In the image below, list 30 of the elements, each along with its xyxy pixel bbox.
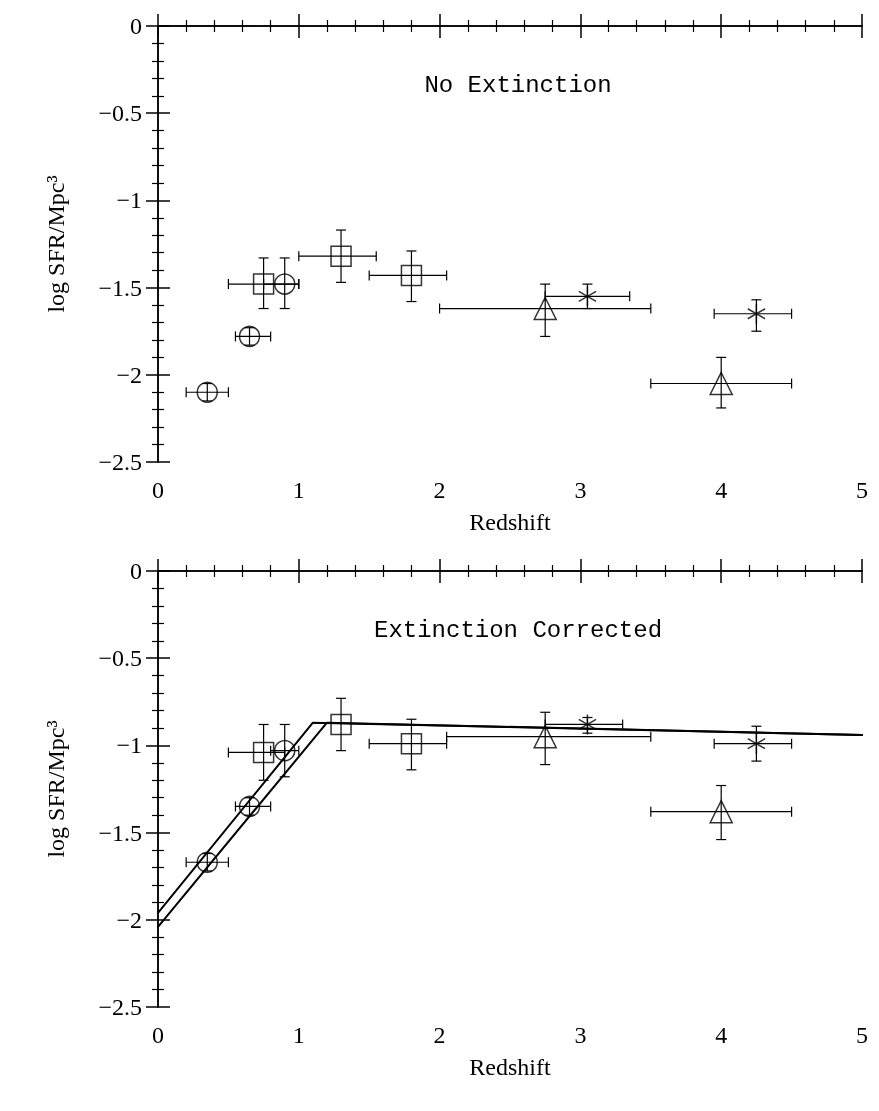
y-tick-label: −2.5 — [98, 994, 142, 1020]
y-tick-label: −2.5 — [98, 449, 142, 475]
y-axis-title: log SFR/Mpc³ — [43, 175, 69, 313]
x-tick-label: 2 — [433, 477, 446, 503]
x-tick-label: 3 — [574, 477, 587, 503]
text: No Extinction — [424, 71, 612, 99]
x-tick-label: 5 — [856, 477, 868, 503]
y-tick-label: −1.5 — [98, 274, 142, 301]
y-axis-title: log SFR/Mpc³ — [43, 720, 69, 858]
x-tick-label: 0 — [152, 1022, 164, 1048]
x-tick-label: 2 — [433, 1022, 446, 1048]
x-tick-label: 5 — [856, 1022, 868, 1048]
y-tick-label: −1.5 — [98, 819, 142, 846]
text: Extinction Corrected — [373, 616, 663, 644]
x-tick-label: 0 — [152, 477, 164, 503]
x-tick-label: 4 — [715, 477, 728, 503]
x-axis-title: Redshift — [469, 509, 551, 535]
y-tick-label: −0.5 — [98, 100, 142, 127]
x-tick-label: 3 — [574, 1022, 587, 1048]
y-tick-label: −2 — [116, 361, 142, 388]
y-tick-label: −1 — [116, 732, 142, 759]
x-axis-title: Redshift — [469, 1054, 551, 1080]
y-tick-label: 0 — [130, 13, 142, 39]
x-tick-label: 4 — [715, 1022, 728, 1048]
y-tick-label: −0.5 — [98, 645, 142, 672]
x-tick-label: 1 — [292, 477, 305, 503]
y-tick-label: 0 — [130, 558, 142, 584]
y-tick-label: −2 — [116, 906, 142, 933]
y-tick-label: −1 — [116, 187, 142, 214]
x-tick-label: 1 — [292, 1022, 305, 1048]
